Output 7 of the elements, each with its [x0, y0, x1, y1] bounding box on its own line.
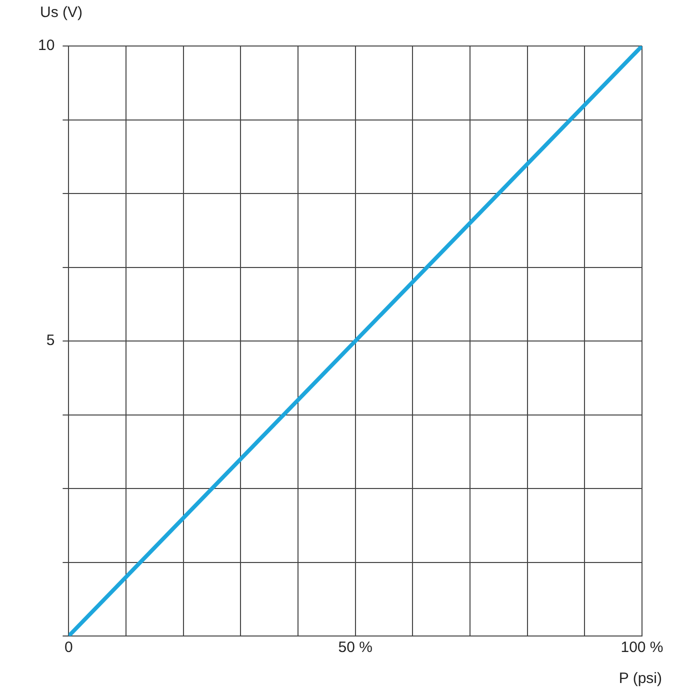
y-tick-label: 10 [38, 37, 55, 54]
y-tick-label: 5 [46, 332, 55, 350]
y-axis-title: Us (V) [40, 4, 82, 21]
x-axis-title: P (psi) [618, 670, 662, 687]
x-tick-label: 0 [64, 639, 73, 656]
x-tick-label: 50 % [338, 639, 372, 656]
x-tick-label: 100 % [620, 639, 664, 656]
